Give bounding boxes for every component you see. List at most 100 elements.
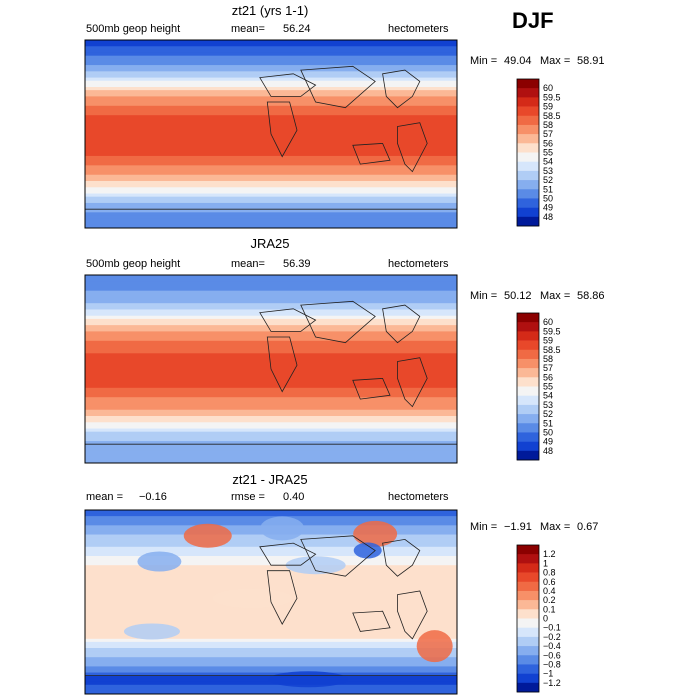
- colorbar-label: 52: [543, 409, 553, 419]
- coastline: [259, 73, 317, 97]
- colorbar-swatch: [517, 432, 539, 442]
- colorbar-label: 55: [543, 382, 553, 392]
- contour-band: [85, 102, 457, 107]
- colorbar-swatch: [517, 124, 539, 135]
- contour-band: [85, 635, 457, 640]
- contour-band: [85, 369, 457, 373]
- anomaly-region: [353, 520, 398, 547]
- contour-band: [85, 437, 457, 442]
- map-frame: [84, 509, 458, 695]
- contour-band: [85, 190, 457, 195]
- colorbar-swatch: [517, 216, 539, 227]
- coastline: [382, 69, 421, 109]
- contour-band: [85, 556, 457, 560]
- contour-band: [85, 65, 457, 69]
- field-3: [85, 510, 457, 694]
- coastline: [266, 336, 298, 393]
- contour-band: [85, 206, 457, 210]
- contour-band: [85, 284, 457, 289]
- panel-2-min-value: 50.12: [504, 290, 532, 302]
- contour-band: [85, 331, 457, 336]
- contour-band: [85, 118, 457, 123]
- contour-band: [85, 552, 457, 557]
- colorbar-label: −0.6: [543, 650, 561, 660]
- colorbar-swatch: [517, 377, 539, 387]
- contour-band: [85, 209, 457, 213]
- contour-band: [85, 55, 457, 60]
- contour-band: [85, 614, 457, 618]
- contour-band: [85, 171, 457, 176]
- contour-band: [85, 641, 457, 646]
- contour-band: [85, 409, 457, 414]
- colorbar-swatch: [517, 664, 539, 674]
- colorbar-swatch: [517, 590, 539, 601]
- panel-2-title: JRA25: [250, 236, 290, 251]
- colorbar-swatch: [517, 441, 539, 452]
- colorbar-swatch: [517, 322, 539, 332]
- contour-band: [85, 290, 457, 295]
- contour-band: [85, 684, 457, 689]
- colorbar-label: −0.1: [543, 623, 561, 633]
- contour-band: [85, 174, 457, 179]
- contour-band: [85, 623, 457, 628]
- contour-band: [85, 83, 457, 88]
- colorbar-swatch: [517, 313, 539, 323]
- colorbar-swatch: [517, 600, 539, 610]
- contour-band: [85, 568, 457, 572]
- colorbar-label: 59: [543, 102, 553, 112]
- anomaly-region: [212, 588, 293, 609]
- colorbar-swatch: [517, 563, 539, 573]
- contour-band: [85, 215, 457, 220]
- colorbar-swatch: [517, 655, 539, 665]
- colorbar-label: 60: [543, 83, 553, 93]
- colorbar-label: 53: [543, 400, 553, 410]
- colorbar-label: 0: [543, 614, 548, 624]
- panel-3-max-value: 0.67: [577, 521, 599, 533]
- colorbar-swatch: [517, 450, 539, 461]
- panel-1-min-value: 49.04: [504, 55, 532, 67]
- contour-band: [85, 325, 457, 329]
- contour-band: [85, 61, 457, 66]
- contour-band: [85, 434, 457, 439]
- contour-band: [85, 422, 457, 426]
- contour-band: [85, 127, 457, 132]
- anomaly-region: [260, 516, 305, 541]
- contour-band: [85, 629, 457, 634]
- contour-band: [85, 381, 457, 386]
- contour-band: [85, 278, 457, 282]
- colorbar-swatch: [517, 331, 539, 341]
- contour-band: [85, 155, 457, 160]
- colorbar-swatch: [517, 404, 539, 415]
- colorbar-swatch: [517, 682, 539, 693]
- contour-band: [85, 378, 457, 383]
- contour-band: [85, 620, 457, 625]
- colorbar-3: 1.210.80.60.40.20.10−0.1−0.2−0.4−0.6−0.8…: [516, 544, 561, 693]
- contour-band: [85, 43, 457, 47]
- contour-band: [85, 293, 457, 298]
- coastline: [352, 142, 391, 165]
- coastline: [352, 377, 391, 400]
- contour-band: [85, 162, 457, 166]
- colorbar-frame: [516, 544, 540, 693]
- colorbar-label: 51: [543, 184, 553, 194]
- contour-band: [85, 583, 457, 588]
- contour-band: [85, 444, 457, 448]
- contour-band: [85, 134, 457, 138]
- panel-2-mean-value: 56.39: [283, 258, 311, 270]
- contour-band: [85, 384, 457, 389]
- colorbar-swatch: [517, 554, 539, 564]
- contour-band: [85, 115, 457, 119]
- contour-band: [85, 177, 457, 182]
- colorbar-swatch: [517, 170, 539, 181]
- contour-band: [85, 672, 457, 677]
- colorbar-label: 50: [543, 427, 553, 437]
- colorbar-label: 57: [543, 363, 553, 373]
- contour-band: [85, 441, 457, 445]
- contour-band: [85, 416, 457, 420]
- contour-band: [85, 300, 457, 304]
- contour-band: [85, 666, 457, 671]
- contour-band: [85, 663, 457, 667]
